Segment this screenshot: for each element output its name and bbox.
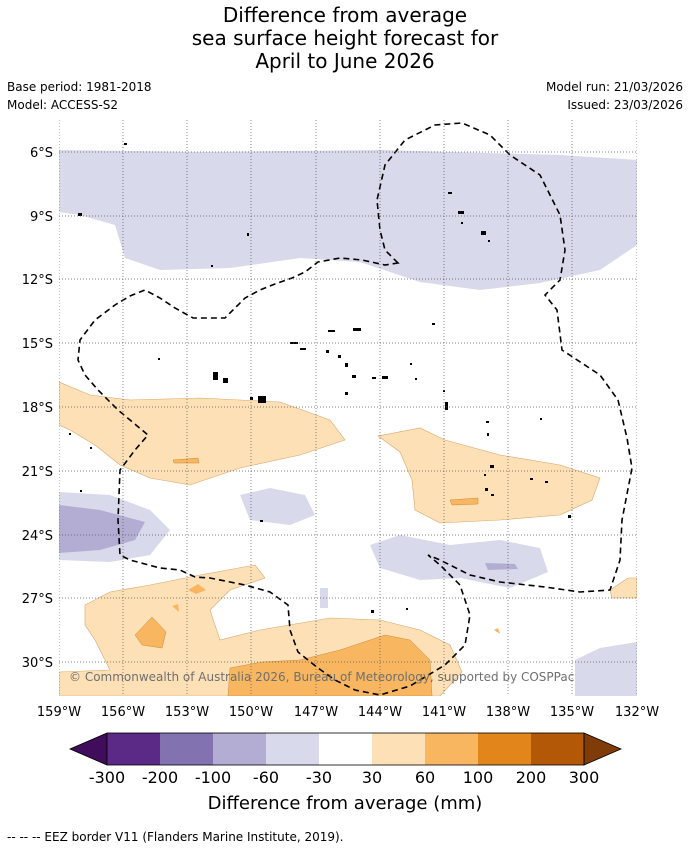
cb-tick-100: 100	[463, 768, 494, 787]
issued-date: Issued: 23/03/2026	[567, 98, 683, 112]
cb-tick-m300: -300	[89, 768, 125, 787]
lon-label-150w: 150°W	[229, 705, 273, 720]
meta-right: Model run: 21/03/2026 Issued: 23/03/2026	[546, 78, 683, 114]
cb-tick-300: 300	[569, 768, 600, 787]
pos-band-west	[59, 381, 346, 486]
pos-band-east	[377, 427, 601, 524]
pos-blob-tiny-east	[494, 628, 500, 634]
chart-title: Difference from average sea surface heig…	[0, 4, 690, 73]
lat-labels: 6°S 9°S 12°S 15°S 18°S 21°S 24°S 27°S 30…	[22, 146, 53, 671]
lon-labels: 159°W 156°W 153°W 150°W 147°W 144°W 141°…	[37, 705, 659, 720]
lat-label-27s: 27°S	[22, 592, 53, 607]
cb-tick-200: 200	[516, 768, 547, 787]
colorbar-bin-3	[213, 733, 266, 765]
cb-tick-30: 30	[362, 768, 382, 787]
pos-band-south-east-tab	[609, 577, 637, 599]
title-line-1: Difference from average	[222, 3, 468, 27]
eez-legend-note: -- -- -- EEZ border V11 (Flanders Marine…	[7, 830, 344, 844]
neg-patch-far-southeast	[575, 642, 637, 696]
lat-label-18s: 18°S	[22, 401, 53, 416]
colorbar-bin-6	[372, 733, 425, 765]
lat-label-30s: 30°S	[22, 656, 53, 671]
colorbar-title: Difference from average (mm)	[208, 793, 483, 814]
neg-band-north	[59, 150, 637, 290]
title-line-3: April to June 2026	[255, 49, 435, 73]
pos-blob-east	[449, 497, 479, 506]
colorbar-frame	[106, 732, 585, 766]
lon-label-159w: 159°W	[37, 705, 81, 720]
pos-blob-sw	[134, 616, 167, 649]
gridlines	[59, 120, 637, 696]
neg-patch-west-core	[59, 505, 145, 553]
colorbar-bin-5	[319, 733, 372, 765]
lon-label-132w: 132°W	[615, 705, 659, 720]
colorbar-bin-7	[425, 733, 478, 765]
cb-tick-m30: -30	[306, 768, 332, 787]
cb-tick-m100: -100	[195, 768, 231, 787]
lon-label-138w: 138°W	[486, 705, 530, 720]
title-line-2: sea surface height forecast for	[191, 26, 499, 50]
copyright-notice: © Commonwealth of Australia 2026, Bureau…	[69, 670, 574, 684]
neg-patch-southeast-core	[485, 563, 518, 570]
cb-tick-m60: -60	[253, 768, 279, 787]
lat-label-9s: 9°S	[30, 210, 53, 225]
pos-blob-south	[227, 634, 433, 696]
neg-patch-southeast	[370, 535, 548, 588]
model-run: Model run: 21/03/2026	[545, 80, 683, 94]
pos-blob-small-1	[188, 584, 206, 594]
colorbar-bin-8	[478, 733, 531, 765]
colorbar-bin-2	[160, 733, 213, 765]
lon-label-156w: 156°W	[101, 705, 145, 720]
islands	[69, 143, 571, 613]
lat-label-6s: 6°S	[30, 146, 53, 161]
lon-label-144w: 144°W	[358, 705, 402, 720]
neg-patch-centre	[240, 488, 315, 525]
colorbar: -300 -200 -100 -60 -30 30 60 100 200 300…	[68, 732, 623, 814]
cb-tick-60: 60	[415, 768, 435, 787]
lon-label-141w: 141°W	[422, 705, 466, 720]
colorbar-extend-high	[583, 732, 623, 766]
model-name: Model: ACCESS-S2	[7, 98, 119, 112]
base-period: Base period: 1981-2018	[7, 80, 152, 94]
pos-blob-small-2	[172, 604, 179, 612]
lat-label-15s: 15°S	[22, 337, 53, 352]
lat-label-12s: 12°S	[22, 273, 53, 288]
cb-tick-m200: -200	[142, 768, 178, 787]
pos-blob-centre	[172, 457, 200, 464]
lon-label-147w: 147°W	[294, 705, 338, 720]
lat-label-24s: 24°S	[22, 529, 53, 544]
colorbar-ticks: -300 -200 -100 -60 -30 30 60 100 200 300	[89, 768, 599, 787]
colorbar-bin-9	[531, 733, 584, 765]
lon-label-135w: 135°W	[550, 705, 594, 720]
colorbar-extend-low	[68, 732, 108, 766]
colorbar-bin-1	[107, 733, 160, 765]
lon-label-153w: 153°W	[165, 705, 209, 720]
meta-left: Base period: 1981-2018 Model: ACCESS-S2	[7, 78, 152, 114]
anomaly-field	[59, 120, 637, 696]
lat-label-21s: 21°S	[22, 465, 53, 480]
colorbar-bin-4	[266, 733, 319, 765]
